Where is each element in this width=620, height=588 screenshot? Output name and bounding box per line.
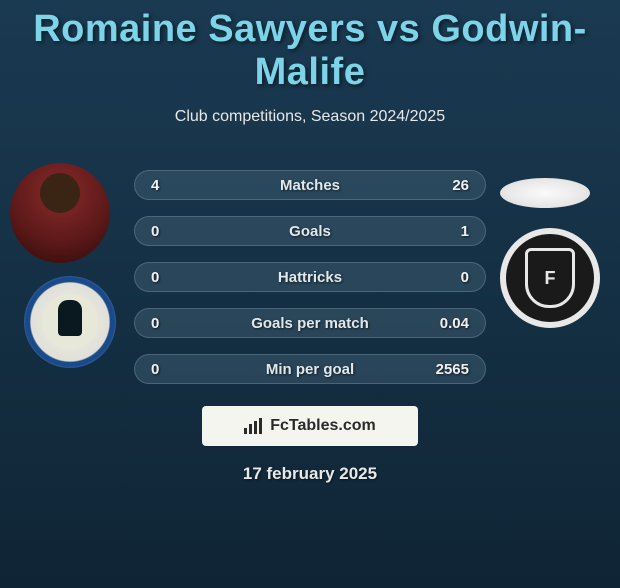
- page-title: Romaine Sawyers vs Godwin-Malife: [0, 8, 620, 94]
- stat-left-value: 0: [151, 361, 199, 378]
- club-shield-icon: F: [525, 248, 575, 308]
- stat-left-value: 0: [151, 315, 199, 332]
- stat-row-hattricks: 0 Hattricks 0: [134, 262, 486, 292]
- comparison-area: F 4 Matches 26 0 Goals 1 0 Hattricks 0 0…: [0, 158, 620, 398]
- player-left-avatar: [10, 163, 110, 263]
- stat-row-goals: 0 Goals 1: [134, 216, 486, 246]
- date-label: 17 february 2025: [0, 464, 620, 484]
- stat-right-value: 0: [421, 269, 469, 286]
- stat-left-value: 4: [151, 177, 199, 194]
- stat-label: Min per goal: [266, 361, 354, 378]
- club-badge-inner-icon: [42, 294, 98, 350]
- player-right-avatar: [500, 178, 590, 208]
- stat-label: Goals per match: [251, 315, 369, 332]
- stat-right-value: 2565: [421, 361, 469, 378]
- stat-left-value: 0: [151, 269, 199, 286]
- player-right-club-badge: F: [500, 228, 600, 328]
- stat-row-min-per-goal: 0 Min per goal 2565: [134, 354, 486, 384]
- bar-chart-icon: [244, 418, 264, 434]
- stat-left-value: 0: [151, 223, 199, 240]
- brand-badge: FcTables.com: [202, 406, 418, 446]
- stat-label: Hattricks: [278, 269, 342, 286]
- stat-right-value: 0.04: [421, 315, 469, 332]
- player-left-club-badge: [24, 276, 116, 368]
- stat-label: Goals: [289, 223, 331, 240]
- stat-right-value: 26: [421, 177, 469, 194]
- stat-row-matches: 4 Matches 26: [134, 170, 486, 200]
- stat-right-value: 1: [421, 223, 469, 240]
- stats-table: 4 Matches 26 0 Goals 1 0 Hattricks 0 0 G…: [134, 170, 486, 400]
- subtitle: Club competitions, Season 2024/2025: [0, 108, 620, 126]
- stat-row-goals-per-match: 0 Goals per match 0.04: [134, 308, 486, 338]
- stat-label: Matches: [280, 177, 340, 194]
- brand-text: FcTables.com: [270, 417, 376, 435]
